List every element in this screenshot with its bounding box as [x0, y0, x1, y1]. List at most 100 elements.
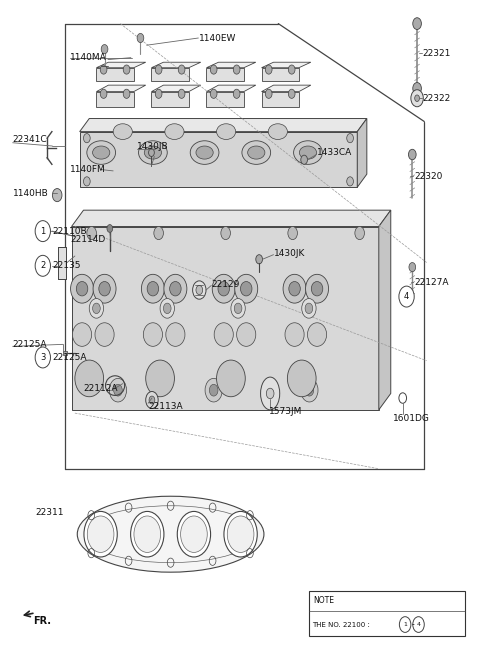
Text: 22341C: 22341C — [12, 135, 48, 144]
Ellipse shape — [144, 323, 162, 346]
Ellipse shape — [308, 323, 326, 346]
Circle shape — [399, 617, 411, 632]
Text: 3: 3 — [40, 353, 46, 362]
Text: 22110B: 22110B — [52, 226, 87, 236]
Ellipse shape — [237, 323, 256, 346]
Text: 1601DG: 1601DG — [393, 414, 430, 423]
Circle shape — [160, 298, 174, 318]
Circle shape — [224, 512, 257, 557]
Polygon shape — [206, 92, 244, 107]
Text: 22320: 22320 — [415, 172, 443, 180]
Text: 22129: 22129 — [211, 279, 240, 289]
Ellipse shape — [146, 360, 174, 397]
Ellipse shape — [93, 274, 116, 303]
Circle shape — [305, 303, 313, 314]
Ellipse shape — [216, 124, 236, 140]
Text: 22125A: 22125A — [52, 353, 87, 362]
Ellipse shape — [75, 360, 104, 397]
Circle shape — [301, 379, 318, 402]
Text: 4: 4 — [417, 622, 420, 627]
Text: -: - — [411, 620, 414, 629]
Ellipse shape — [196, 146, 213, 159]
Text: 22127A: 22127A — [415, 277, 449, 287]
Circle shape — [149, 396, 155, 404]
Circle shape — [84, 512, 117, 557]
Polygon shape — [379, 210, 391, 410]
Ellipse shape — [283, 274, 306, 303]
Circle shape — [137, 33, 144, 43]
Circle shape — [109, 379, 127, 402]
Ellipse shape — [306, 274, 328, 303]
Text: 1430JK: 1430JK — [274, 249, 305, 258]
Circle shape — [288, 89, 295, 98]
Circle shape — [302, 298, 316, 318]
Circle shape — [266, 388, 274, 399]
Ellipse shape — [300, 146, 317, 159]
Circle shape — [84, 176, 90, 186]
Text: 1140MA: 1140MA — [70, 53, 107, 62]
Ellipse shape — [166, 323, 185, 346]
Text: 22114D: 22114D — [70, 235, 105, 244]
Circle shape — [256, 255, 263, 264]
Circle shape — [35, 255, 50, 276]
Circle shape — [408, 150, 416, 160]
Polygon shape — [96, 85, 146, 92]
Circle shape — [114, 384, 122, 396]
Polygon shape — [80, 132, 357, 187]
Text: THE NO. 22100 :: THE NO. 22100 : — [312, 621, 372, 628]
Circle shape — [107, 224, 113, 232]
Circle shape — [123, 89, 130, 98]
Ellipse shape — [169, 281, 181, 296]
Circle shape — [288, 226, 298, 239]
Bar — [310, 591, 465, 636]
Circle shape — [288, 65, 295, 74]
Text: 1: 1 — [403, 622, 407, 627]
Circle shape — [305, 384, 314, 396]
Ellipse shape — [142, 274, 164, 303]
Text: 22321: 22321 — [423, 49, 451, 58]
Circle shape — [196, 285, 203, 295]
Ellipse shape — [77, 496, 264, 572]
Ellipse shape — [288, 360, 316, 397]
Ellipse shape — [113, 124, 132, 140]
Circle shape — [227, 516, 254, 552]
Circle shape — [87, 516, 114, 552]
Circle shape — [265, 65, 272, 74]
Ellipse shape — [99, 281, 110, 296]
Ellipse shape — [190, 141, 219, 165]
Text: 22135: 22135 — [52, 261, 81, 270]
Circle shape — [156, 89, 162, 98]
Circle shape — [156, 65, 162, 74]
Polygon shape — [357, 119, 367, 187]
Circle shape — [35, 347, 50, 368]
Ellipse shape — [312, 281, 323, 296]
Circle shape — [87, 226, 96, 239]
Circle shape — [233, 89, 240, 98]
Circle shape — [210, 89, 217, 98]
Circle shape — [163, 303, 171, 314]
Circle shape — [221, 226, 230, 239]
Ellipse shape — [72, 323, 92, 346]
Circle shape — [399, 286, 414, 307]
Polygon shape — [72, 226, 379, 410]
Circle shape — [301, 155, 308, 165]
Ellipse shape — [285, 323, 304, 346]
Polygon shape — [96, 68, 134, 81]
Circle shape — [265, 89, 272, 98]
Text: 22311: 22311 — [35, 508, 64, 517]
Circle shape — [52, 188, 62, 201]
Text: NOTE: NOTE — [313, 596, 334, 605]
Ellipse shape — [139, 141, 167, 165]
Circle shape — [146, 392, 158, 409]
Polygon shape — [262, 85, 311, 92]
Circle shape — [210, 65, 217, 74]
Polygon shape — [152, 68, 189, 81]
Polygon shape — [152, 92, 189, 107]
Circle shape — [231, 298, 245, 318]
Ellipse shape — [216, 360, 245, 397]
Ellipse shape — [214, 323, 233, 346]
Circle shape — [413, 617, 424, 632]
Circle shape — [409, 262, 416, 272]
Circle shape — [35, 220, 50, 241]
Polygon shape — [96, 62, 146, 68]
